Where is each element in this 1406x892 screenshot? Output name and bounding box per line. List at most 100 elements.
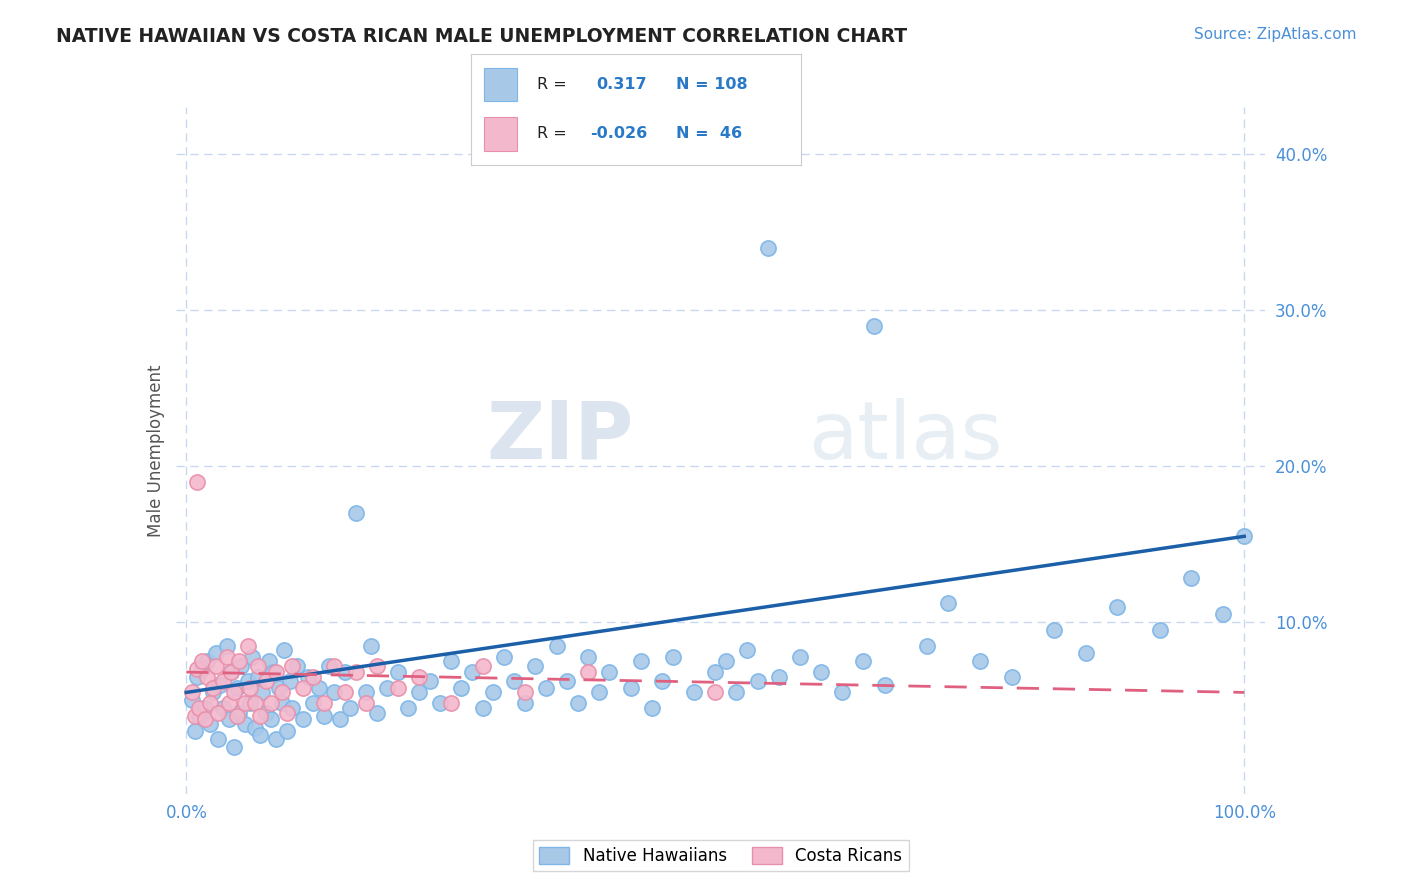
Point xyxy=(222,740,245,755)
Point xyxy=(1180,571,1202,585)
Point xyxy=(344,506,367,520)
Point xyxy=(273,643,295,657)
Point xyxy=(1149,623,1171,637)
Point xyxy=(312,696,335,710)
Point xyxy=(339,701,361,715)
Point xyxy=(226,708,249,723)
Point xyxy=(576,665,599,680)
Point xyxy=(194,712,217,726)
Point xyxy=(260,696,283,710)
Point xyxy=(218,712,240,726)
Point xyxy=(1000,670,1022,684)
Point xyxy=(186,670,208,684)
Point xyxy=(620,681,643,695)
Point xyxy=(186,475,208,489)
Point xyxy=(810,665,832,680)
Point xyxy=(188,701,211,715)
Point xyxy=(471,658,494,673)
Point xyxy=(297,670,319,684)
Point xyxy=(180,693,202,707)
Point xyxy=(226,681,249,695)
Point xyxy=(184,708,207,723)
Point xyxy=(276,706,298,720)
Point xyxy=(398,701,420,715)
Point xyxy=(291,712,314,726)
Point xyxy=(936,596,959,610)
Point xyxy=(492,649,515,664)
Point xyxy=(215,649,238,664)
Point xyxy=(257,654,280,668)
Point xyxy=(366,706,388,720)
Point xyxy=(683,685,706,699)
Point xyxy=(852,654,875,668)
Point xyxy=(249,728,271,742)
Point xyxy=(201,681,224,695)
Point xyxy=(312,708,335,723)
Point xyxy=(260,712,283,726)
Point xyxy=(598,665,620,680)
Point xyxy=(387,665,409,680)
Point xyxy=(197,654,219,668)
Point xyxy=(344,665,367,680)
Point xyxy=(704,685,727,699)
Point xyxy=(329,712,352,726)
Point xyxy=(408,685,430,699)
Point xyxy=(233,696,256,710)
Point xyxy=(191,662,214,676)
Point xyxy=(184,724,207,739)
Point xyxy=(207,706,229,720)
Point xyxy=(249,708,271,723)
Point xyxy=(254,674,277,689)
Point xyxy=(236,639,259,653)
Point xyxy=(188,708,211,723)
Point xyxy=(429,696,451,710)
FancyBboxPatch shape xyxy=(484,117,517,151)
Point xyxy=(228,654,250,668)
Point xyxy=(239,681,262,695)
Point xyxy=(756,240,779,254)
Point xyxy=(789,649,811,664)
Point xyxy=(534,681,557,695)
Y-axis label: Male Unemployment: Male Unemployment xyxy=(146,364,165,537)
Text: atlas: atlas xyxy=(807,398,1002,475)
Point xyxy=(201,685,224,699)
Point xyxy=(576,649,599,664)
Point xyxy=(215,639,238,653)
Point xyxy=(231,658,253,673)
Point xyxy=(264,665,287,680)
Point xyxy=(482,685,505,699)
Point xyxy=(270,685,292,699)
Point xyxy=(503,674,526,689)
Point xyxy=(1233,529,1256,543)
Point xyxy=(205,646,228,660)
Text: -0.026: -0.026 xyxy=(591,127,647,141)
Point xyxy=(233,716,256,731)
Point xyxy=(651,674,673,689)
Text: ZIP: ZIP xyxy=(486,398,633,475)
Point xyxy=(735,643,758,657)
Point xyxy=(247,658,270,673)
Point xyxy=(1043,623,1066,637)
Point xyxy=(218,696,240,710)
Point xyxy=(366,658,388,673)
Point xyxy=(278,674,301,689)
Text: R =: R = xyxy=(537,78,567,92)
Point xyxy=(323,685,346,699)
Point xyxy=(354,685,377,699)
Point xyxy=(1212,607,1234,622)
Point xyxy=(461,665,484,680)
Point xyxy=(513,696,536,710)
Point xyxy=(513,685,536,699)
Text: R =: R = xyxy=(537,127,567,141)
Text: Source: ZipAtlas.com: Source: ZipAtlas.com xyxy=(1194,27,1357,42)
Point xyxy=(831,685,853,699)
Point xyxy=(354,696,377,710)
Point xyxy=(546,639,568,653)
Point xyxy=(768,670,790,684)
Point xyxy=(281,658,304,673)
Point xyxy=(863,318,886,333)
Point xyxy=(240,649,263,664)
Point xyxy=(318,658,340,673)
Point xyxy=(323,658,346,673)
Point xyxy=(524,658,547,673)
